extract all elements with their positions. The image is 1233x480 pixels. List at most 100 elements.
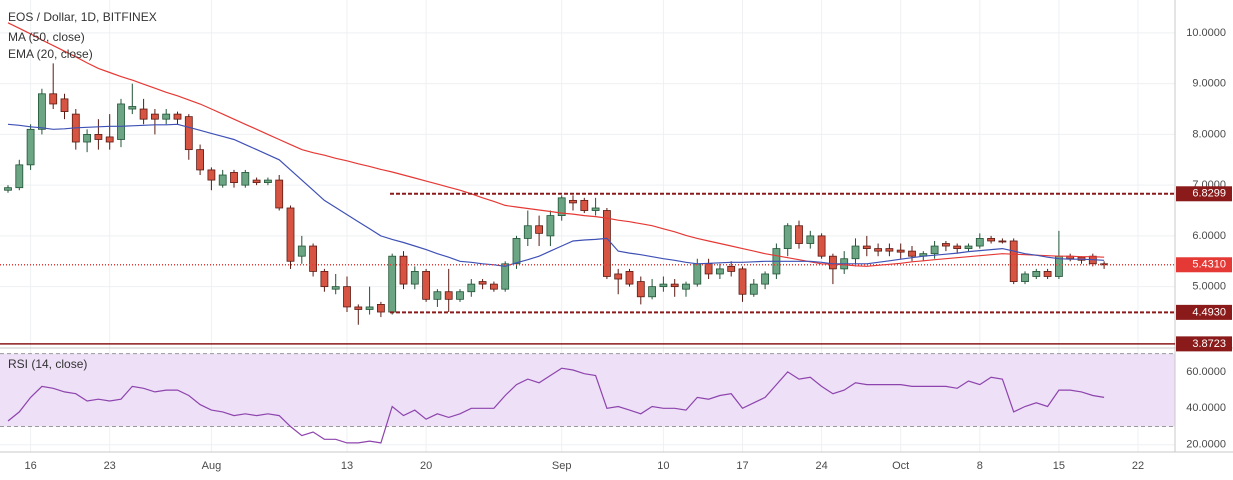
x-tick-label: 16	[24, 460, 36, 472]
candle-body	[162, 113, 171, 120]
candle-body	[241, 172, 250, 186]
candle-body	[738, 268, 747, 295]
candle-body	[998, 240, 1007, 243]
x-tick-label: 24	[815, 460, 827, 472]
candle-body	[557, 197, 566, 216]
level-label-box	[1176, 304, 1232, 320]
candle-body	[1009, 240, 1018, 282]
candle-body	[38, 93, 46, 130]
candle-body	[49, 93, 58, 105]
candle-body	[173, 113, 182, 120]
legend-entry: EMA (20, close)	[8, 47, 93, 61]
candle-body	[727, 265, 736, 272]
candle-body	[218, 174, 227, 186]
ma-line	[7, 123, 1105, 267]
candle-body	[682, 283, 690, 290]
candle-body	[546, 215, 555, 237]
x-tick-label: 22	[1132, 460, 1144, 472]
level-label: 5.4310	[1192, 259, 1226, 271]
rsi-label: RSI (14, close)	[8, 357, 87, 371]
x-tick-label: 15	[1053, 460, 1065, 472]
candle-body	[252, 179, 261, 184]
candle-body	[806, 235, 815, 244]
y-tick-label: 6.0000	[1192, 230, 1226, 242]
price-pane	[4, 22, 1108, 325]
candle-body	[591, 207, 600, 211]
candle-body	[331, 286, 340, 290]
candle-body	[422, 271, 431, 300]
candle-body	[60, 98, 69, 112]
candle-body	[94, 134, 103, 140]
x-tick-label: Sep	[552, 460, 572, 472]
level-label: 6.8299	[1192, 188, 1226, 200]
y-tick-label: 9.0000	[1192, 78, 1226, 90]
candle-body	[388, 255, 397, 313]
candle-body	[783, 225, 792, 249]
candle-body	[829, 255, 837, 270]
candle-body	[456, 291, 464, 300]
candle-body	[128, 106, 137, 110]
candle-body	[930, 245, 939, 255]
candle-body	[467, 283, 476, 293]
candle-body	[851, 245, 860, 260]
candle-body	[987, 238, 995, 242]
candle-body	[15, 164, 24, 189]
candle-body	[523, 225, 532, 239]
rsi-band-fill	[0, 353, 1175, 427]
candle-body	[478, 281, 487, 285]
candle-body	[670, 283, 679, 288]
candle-body	[975, 238, 984, 247]
candle-body	[105, 136, 114, 143]
candle-body	[150, 113, 159, 120]
candle-body	[275, 179, 284, 209]
candle-body	[320, 271, 329, 288]
candle-body	[410, 271, 419, 285]
level-label: 4.4930	[1192, 306, 1226, 318]
candle-body	[263, 179, 272, 184]
candle-body	[512, 238, 521, 265]
x-tick-label: 20	[420, 460, 432, 472]
candle-body	[1043, 271, 1052, 277]
legend-entry: MA (50, close)	[8, 30, 85, 44]
level-label-box	[1176, 257, 1232, 273]
candle-body	[117, 103, 125, 140]
candle-body	[139, 108, 148, 120]
candle-body	[874, 248, 882, 252]
candle-body	[501, 263, 510, 290]
candle-body	[343, 286, 351, 308]
rsi-pane	[7, 367, 1105, 444]
candle-body	[603, 210, 611, 277]
chart-title: EOS / Dollar, 1D, BITFINEX	[8, 10, 157, 24]
candle-body	[896, 249, 905, 253]
candle-body	[444, 291, 453, 300]
candle-body	[297, 245, 306, 257]
candle-body	[184, 116, 193, 151]
candle-body	[83, 134, 91, 143]
candle-body	[614, 273, 623, 280]
level-label-box	[1176, 186, 1232, 202]
candle-body	[964, 245, 973, 249]
candle-body	[535, 225, 543, 234]
candle-body	[908, 250, 916, 257]
candle-body	[376, 304, 385, 313]
level-label: 3.8723	[1192, 338, 1226, 350]
candle-body	[309, 245, 318, 272]
x-tick-label: 17	[736, 460, 748, 472]
ma-line	[7, 22, 1105, 267]
candle-body	[4, 187, 12, 191]
candle-body	[365, 306, 374, 310]
x-tick-label: 8	[977, 460, 983, 472]
y-tick-label: 10.0000	[1186, 27, 1226, 39]
candle-body	[196, 149, 205, 171]
x-tick-label: Oct	[892, 460, 909, 472]
candle-body	[817, 235, 826, 257]
x-tick-label: 13	[341, 460, 353, 472]
candle-body	[207, 169, 216, 181]
rsi-tick-label: 40.0000	[1186, 402, 1226, 414]
candle-body	[569, 199, 577, 204]
candle-body	[942, 243, 950, 247]
candle-body	[399, 255, 408, 285]
rsi-tick-label: 20.0000	[1186, 439, 1226, 451]
